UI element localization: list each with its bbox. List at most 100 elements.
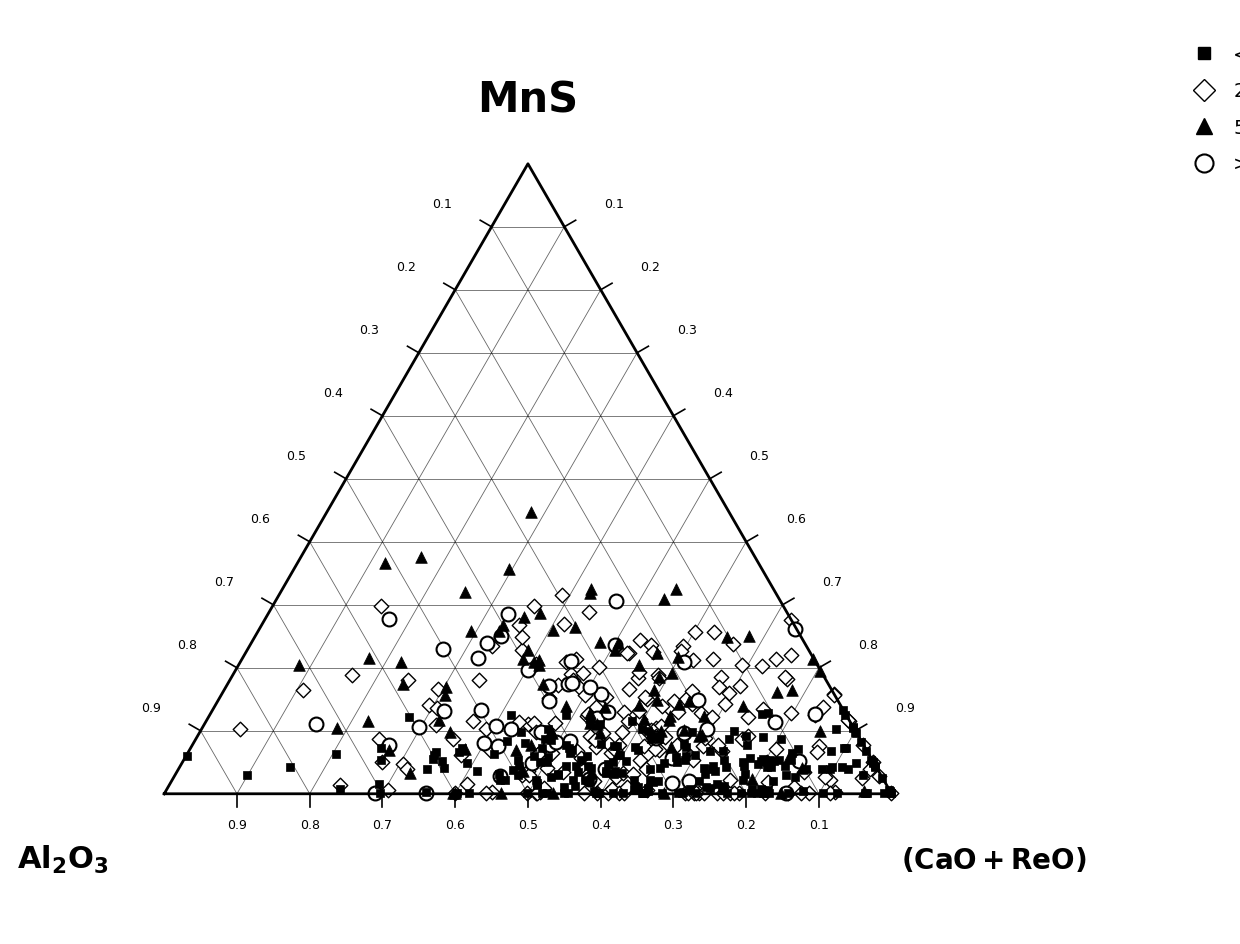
Point [559, 741, 579, 756]
Point [458, 777, 477, 792]
Point [557, 707, 577, 722]
Point [500, 562, 520, 577]
Point [527, 724, 547, 739]
Point [733, 700, 753, 715]
Point [761, 759, 781, 774]
Point [851, 734, 870, 750]
Point [682, 697, 702, 712]
Point [370, 732, 389, 747]
Point [858, 785, 878, 801]
Point [794, 765, 813, 780]
Point [578, 707, 598, 722]
Point [627, 671, 647, 686]
Point [518, 663, 538, 678]
Point [293, 683, 312, 699]
Point [609, 737, 629, 752]
Point [372, 752, 392, 767]
Point [652, 785, 672, 801]
Point [660, 713, 680, 728]
Point [596, 690, 616, 705]
Point [692, 727, 712, 742]
Point [754, 730, 774, 745]
Point [735, 767, 755, 782]
Point [675, 722, 694, 737]
Point [694, 731, 714, 746]
Point [704, 625, 724, 640]
Point [427, 718, 446, 733]
Point [683, 752, 703, 767]
Point [713, 779, 733, 794]
Point [569, 681, 589, 696]
Text: 0.1: 0.1 [808, 818, 828, 831]
Point [476, 722, 496, 737]
Point [532, 740, 552, 755]
Point [614, 785, 634, 801]
Point [503, 763, 523, 778]
Point [539, 694, 559, 709]
Point [582, 761, 601, 776]
Point [632, 722, 652, 737]
Point [807, 745, 827, 760]
Point [755, 785, 775, 801]
Point [563, 673, 583, 688]
Point [467, 764, 487, 779]
Point [637, 783, 657, 798]
Point [733, 755, 753, 770]
Point [751, 782, 771, 797]
Text: 0.5: 0.5 [749, 450, 770, 463]
Point [379, 612, 399, 627]
Point [482, 785, 502, 801]
Point [604, 767, 624, 782]
Point [739, 629, 759, 644]
Point [556, 737, 575, 752]
Point [714, 753, 734, 768]
Point [622, 714, 642, 729]
Point [461, 623, 481, 638]
Point [556, 758, 575, 773]
Point [606, 770, 626, 785]
Point [650, 732, 670, 747]
Point [776, 785, 796, 801]
Point [560, 666, 580, 682]
Point [469, 673, 489, 688]
Point [580, 774, 600, 789]
Point [610, 748, 630, 763]
Point [554, 779, 574, 794]
Point [717, 630, 737, 645]
Point [510, 715, 529, 730]
Point [579, 715, 599, 730]
Text: 0.1: 0.1 [604, 198, 624, 211]
Point [546, 734, 565, 750]
Point [429, 713, 449, 728]
Point [513, 651, 533, 666]
Point [782, 746, 802, 761]
Point [553, 617, 573, 632]
Point [391, 654, 410, 669]
Point [785, 770, 805, 785]
Point [372, 598, 392, 614]
Point [662, 751, 682, 767]
Point [588, 785, 608, 801]
Point [691, 706, 711, 721]
Point [589, 659, 609, 674]
Point [646, 731, 666, 746]
Text: $\mathbf{(CaO+ReO)}$: $\mathbf{(CaO+ReO)}$ [900, 845, 1086, 874]
Point [565, 759, 585, 774]
Point [593, 725, 613, 740]
Point [815, 769, 835, 784]
Point [358, 714, 378, 729]
Point [812, 762, 832, 777]
Point [434, 703, 454, 718]
Point [680, 749, 699, 764]
Point [655, 755, 675, 770]
Point [859, 762, 879, 777]
Point [678, 694, 698, 709]
Point [880, 785, 900, 801]
Point [618, 646, 637, 661]
Point [518, 764, 538, 779]
Point [672, 785, 692, 801]
Point [459, 785, 479, 801]
Point [838, 762, 858, 777]
Point [748, 756, 768, 771]
Point [614, 766, 634, 781]
